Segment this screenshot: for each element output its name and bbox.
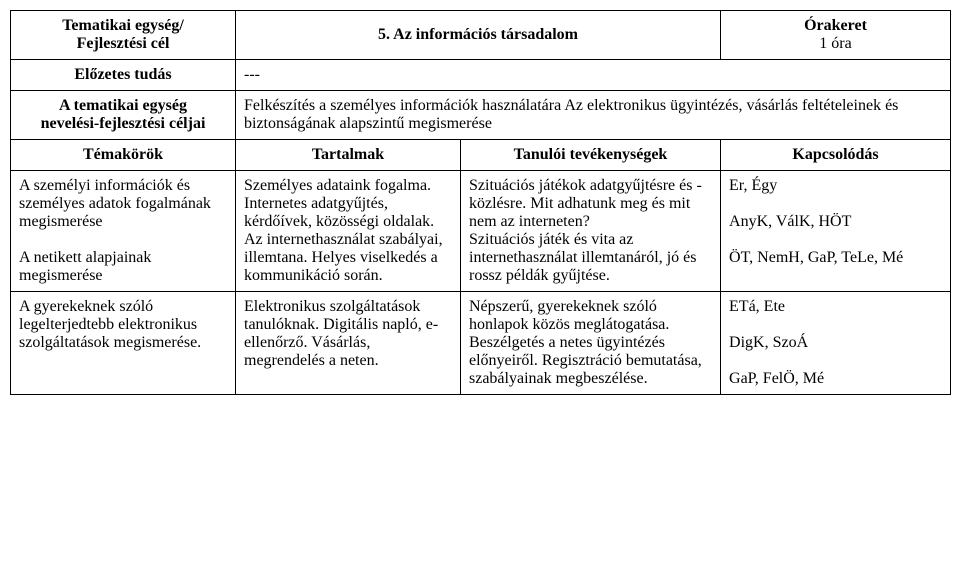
content-row-2: A gyerekeknek szóló legelterjedtebb elek… — [11, 292, 951, 395]
topic-1: A személyi információk és személyes adat… — [19, 177, 211, 230]
goals-label-line1: A tematikai egység — [59, 97, 187, 114]
link-2c: GaP, FelÖ, Mé — [729, 370, 824, 387]
goals-label: A tematikai egység nevelési-fejlesztési … — [11, 91, 236, 140]
header-title: 5. Az információs társadalom — [236, 11, 721, 60]
activity-2: Szituációs játék és vita az internethasz… — [469, 231, 696, 284]
content-2: Az internethasználat szabályai, illemtan… — [244, 231, 443, 284]
link-1b: AnyK, VálK, HÖT — [729, 213, 851, 230]
content-row-1: A személyi információk és személyes adat… — [11, 171, 951, 292]
header-row: Tematikai egység/ Fejlesztési cél 5. Az … — [11, 11, 951, 60]
header-right: Órakeret 1 óra — [721, 11, 951, 60]
links-cell-2: ETá, Ete DigK, SzoÁ GaP, FelÖ, Mé — [721, 292, 951, 395]
links-cell-1: Er, Égy AnyK, VálK, HÖT ÖT, NemH, GaP, T… — [721, 171, 951, 292]
row-goals: A tematikai egység nevelési-fejlesztési … — [11, 91, 951, 140]
prior-value: --- — [236, 60, 951, 91]
header-left-line2: Fejlesztési cél — [77, 35, 170, 52]
activities-cell-2: Népszerű, gyerekeknek szóló honlapok köz… — [461, 292, 721, 395]
orakeret-value: 1 óra — [819, 35, 851, 52]
link-2b: DigK, SzoÁ — [729, 334, 808, 351]
subheader-activities: Tanulói tevékenységek — [461, 140, 721, 171]
link-1c: ÖT, NemH, GaP, TeLe, Mé — [729, 249, 903, 266]
topics-cell-1: A személyi információk és személyes adat… — [11, 171, 236, 292]
contents-cell-1: Személyes adataink fogalma. Internetes a… — [236, 171, 461, 292]
subheader-contents: Tartalmak — [236, 140, 461, 171]
content-1: Személyes adataink fogalma. Internetes a… — [244, 177, 434, 230]
sub-header-row: Témakörök Tartalmak Tanulói tevékenysége… — [11, 140, 951, 171]
header-left: Tematikai egység/ Fejlesztési cél — [11, 11, 236, 60]
goals-value: Felkészítés a személyes információk hasz… — [236, 91, 951, 140]
link-2a: ETá, Ete — [729, 298, 785, 315]
activities-cell-1: Szituációs játékok adatgyűjtésre és -köz… — [461, 171, 721, 292]
link-1a: Er, Égy — [729, 177, 777, 194]
activity-1: Szituációs játékok adatgyűjtésre és -köz… — [469, 177, 702, 230]
header-left-line1: Tematikai egység/ — [62, 17, 184, 34]
curriculum-table: Tematikai egység/ Fejlesztési cél 5. Az … — [10, 10, 951, 395]
prior-label: Előzetes tudás — [11, 60, 236, 91]
subheader-topics: Témakörök — [11, 140, 236, 171]
topic-2: A netikett alapjainak megismerése — [19, 249, 151, 284]
row-prior: Előzetes tudás --- — [11, 60, 951, 91]
goals-label-line2: nevelési-fejlesztési céljai — [41, 115, 206, 132]
topics-cell-2: A gyerekeknek szóló legelterjedtebb elek… — [11, 292, 236, 395]
contents-cell-2: Elektronikus szolgáltatások tanulóknak. … — [236, 292, 461, 395]
subheader-links: Kapcsolódás — [721, 140, 951, 171]
orakeret-label: Órakeret — [804, 17, 867, 34]
